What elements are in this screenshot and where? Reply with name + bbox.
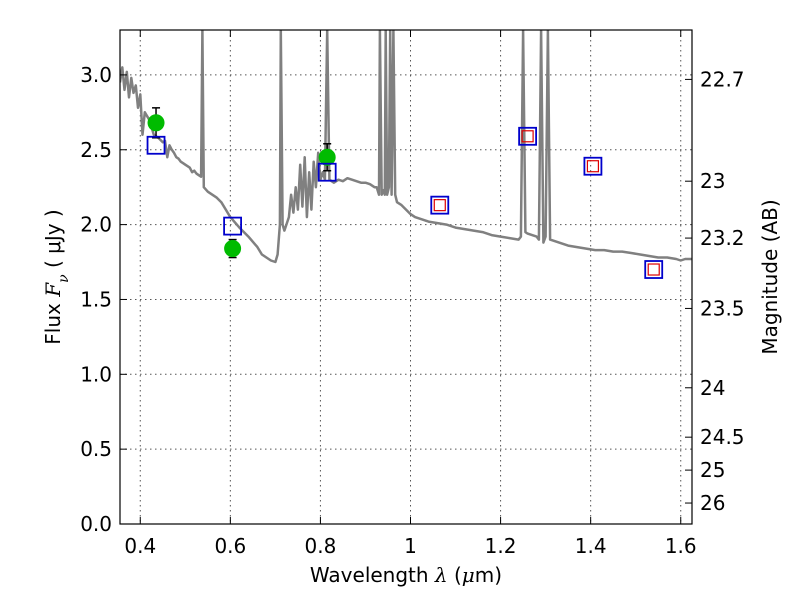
y2-axis-label: Magnitude (AB) xyxy=(758,199,782,354)
y-tick-label: 0.0 xyxy=(80,512,112,536)
y2-tick-label: 24.5 xyxy=(700,425,745,449)
observed-flux-point xyxy=(147,114,165,132)
axes-frame xyxy=(119,29,693,525)
y-tick-label: 2.0 xyxy=(80,213,112,237)
y2-tick-label: 25 xyxy=(700,458,725,482)
observed-flux-point xyxy=(318,148,336,166)
inner-square xyxy=(647,263,660,276)
inner-square xyxy=(433,199,446,212)
y-tick-label: 1.0 xyxy=(80,362,112,386)
y-tick-label: 1.5 xyxy=(80,287,112,311)
model-band-square xyxy=(430,195,450,215)
x-tick-label: 0.6 xyxy=(214,534,246,558)
x-tick-label: 0.4 xyxy=(124,534,156,558)
y-tick-label: 0.5 xyxy=(80,437,112,461)
y2-tick-label: 23.2 xyxy=(700,226,745,250)
y-axis-label: Flux Fν ( μJy ) xyxy=(41,209,72,344)
model-band-square xyxy=(223,216,242,236)
x-tick-label: 1.4 xyxy=(575,534,607,558)
model-spectrum-line xyxy=(120,30,692,264)
ticks: 0.4 0.6 0.8 1 1.2 1.4 1.6 0.0 0.5 1.0 1.5 2.0 2.5 3.0… xyxy=(80,30,745,558)
inner-square xyxy=(586,160,600,173)
model-band-square xyxy=(644,260,664,279)
x-tick-label: 1.6 xyxy=(665,534,697,558)
y-tick-label: 2.5 xyxy=(80,138,112,162)
model-band-square xyxy=(317,162,337,182)
model-band-square xyxy=(518,126,538,146)
x-axis-label: Wavelength λ (μm) xyxy=(310,563,502,587)
y2-tick-label: 22.7 xyxy=(700,67,745,91)
model-band-square xyxy=(583,156,603,176)
inner-square xyxy=(521,130,534,143)
observed-flux-point xyxy=(224,240,242,258)
plot-area xyxy=(120,30,692,279)
y2-tick-label: 23 xyxy=(700,169,725,193)
x-tick-label: 1.2 xyxy=(485,534,517,558)
y2-tick-label: 26 xyxy=(700,491,725,515)
y2-tick-label: 24 xyxy=(700,376,725,400)
y2-tick-label: 23.5 xyxy=(700,296,745,320)
model-band-square xyxy=(146,135,166,155)
y-tick-label: 3.0 xyxy=(80,63,112,87)
x-tick-label: 0.8 xyxy=(305,534,337,558)
x-tick-label: 1 xyxy=(404,534,417,558)
